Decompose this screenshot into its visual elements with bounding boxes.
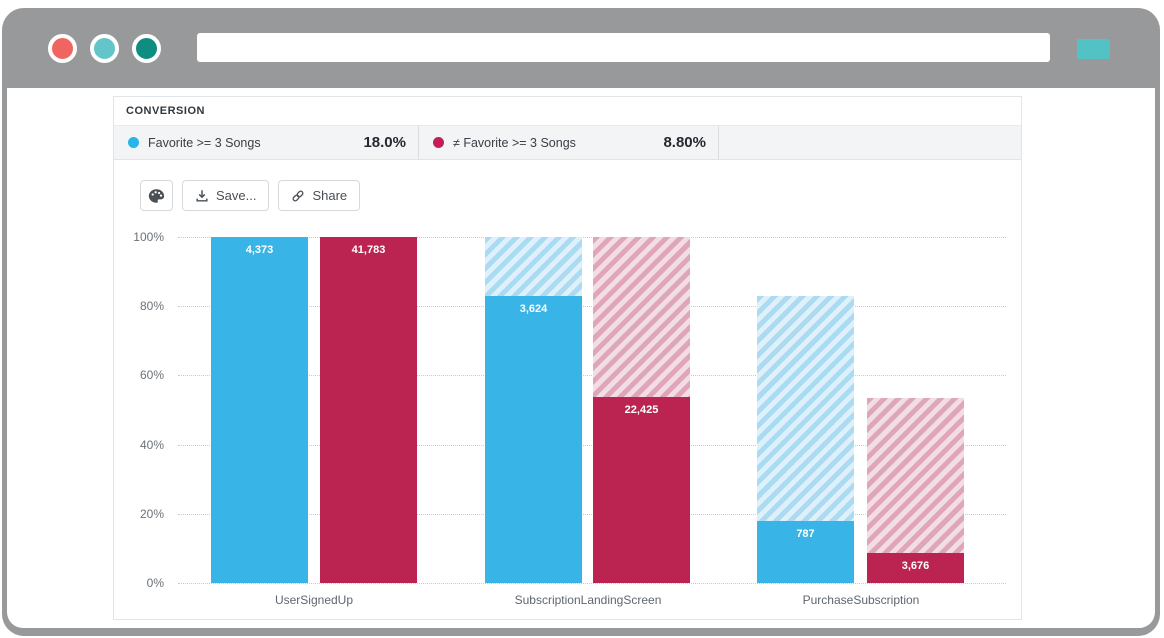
legend-item-not-favorite[interactable]: ≠ Favorite >= 3 Songs 8.80%	[419, 126, 719, 159]
y-tick-label: 20%	[139, 507, 164, 521]
card-title: CONVERSION	[114, 97, 1021, 126]
address-bar[interactable]	[197, 33, 1050, 62]
y-tick-label: 60%	[139, 368, 164, 382]
gridline-40	[178, 445, 1006, 446]
bar-value-label: 41,783	[351, 244, 386, 256]
bar-segment[interactable]	[485, 296, 582, 583]
y-tick-label: 100%	[133, 230, 164, 244]
bar-dropoff-hatch[interactable]	[757, 296, 854, 521]
gridline-20	[178, 514, 1006, 515]
x-category-label: SubscriptionLandingScreen	[514, 593, 662, 607]
bar-value-label: 787	[796, 528, 815, 540]
bar-segment[interactable]	[593, 397, 690, 583]
traffic-light-close-button[interactable]	[48, 34, 77, 63]
download-icon	[195, 189, 209, 203]
legend-row: Favorite >= 3 Songs 18.0% ≠ Favorite >= …	[114, 126, 1021, 160]
y-tick-label: 40%	[139, 438, 164, 452]
gridline-0	[178, 583, 1006, 584]
y-tick-label: 0%	[146, 576, 164, 590]
gridline-100	[178, 237, 1006, 238]
bar-value-label: 3,624	[519, 303, 548, 315]
x-category-label: PurchaseSubscription	[802, 593, 920, 607]
legend-dot-blue-icon	[128, 137, 139, 148]
bar-dropoff-hatch[interactable]	[593, 237, 690, 397]
bar-segment[interactable]	[757, 521, 854, 583]
bar-value-label: 3,676	[901, 560, 930, 572]
legend-conversion-value: 18.0%	[363, 134, 406, 151]
share-button-label: Share	[312, 188, 348, 203]
traffic-light-maximize-button[interactable]	[132, 34, 161, 63]
browser-window: CONVERSION Favorite >= 3 Songs 18.0% ≠ F…	[2, 8, 1160, 636]
funnel-plot: 0% 20% 40% 60% 80% 100% 4,373 3,624 787 41,783 22,…	[133, 230, 1006, 607]
share-button[interactable]: Share	[278, 180, 361, 211]
palette-icon	[148, 188, 165, 204]
legend-label: Favorite >= 3 Songs	[148, 135, 261, 150]
legend-dot-red-icon	[433, 137, 444, 148]
gridline-60	[178, 375, 1006, 376]
bar-value-label: 4,373	[245, 244, 274, 256]
save-button-label: Save...	[216, 188, 257, 203]
chart-area: Save... Share	[114, 160, 1021, 622]
y-tick-label: 80%	[139, 299, 164, 313]
palette-button[interactable]	[140, 180, 173, 211]
browser-action-button[interactable]	[1077, 39, 1110, 59]
save-button[interactable]: Save...	[182, 180, 270, 211]
x-category-label: UserSignedUp	[274, 593, 354, 607]
bar-value-label: 22,425	[624, 404, 659, 416]
traffic-light-minimize-button[interactable]	[90, 34, 119, 63]
bar-segment[interactable]	[211, 237, 308, 583]
legend-conversion-value: 8.80%	[663, 134, 706, 151]
bar-segment[interactable]	[867, 553, 964, 583]
bar-dropoff-hatch[interactable]	[867, 398, 964, 553]
browser-chrome	[2, 8, 1160, 88]
chart-toolbar: Save... Share	[140, 180, 361, 211]
link-icon	[291, 189, 305, 203]
gridline-80	[178, 306, 1006, 307]
legend-label: ≠ Favorite >= 3 Songs	[453, 135, 576, 150]
legend-item-favorite[interactable]: Favorite >= 3 Songs 18.0%	[114, 126, 419, 159]
conversion-card: CONVERSION Favorite >= 3 Songs 18.0% ≠ F…	[113, 96, 1022, 620]
browser-content: CONVERSION Favorite >= 3 Songs 18.0% ≠ F…	[7, 88, 1155, 628]
bar-segment[interactable]	[320, 237, 417, 583]
legend-empty-cell	[719, 126, 1021, 159]
bar-dropoff-hatch[interactable]	[485, 237, 582, 296]
